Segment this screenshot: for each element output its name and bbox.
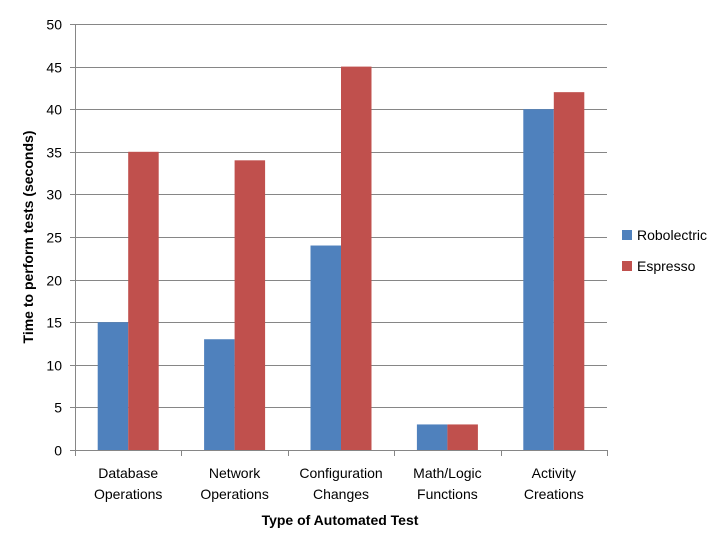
x-tick-label: Activity	[532, 465, 576, 481]
y-tick-label: 45	[46, 60, 62, 76]
y-tick-label: 5	[54, 400, 62, 416]
axes	[70, 24, 608, 456]
y-tick-label: 30	[46, 187, 62, 203]
x-tick-label: Operations	[94, 486, 162, 502]
bar-espresso-4	[447, 424, 478, 450]
bar-robolectric-2	[204, 339, 235, 450]
y-tick-label: 35	[46, 145, 62, 161]
bar-robolectric-5	[523, 109, 554, 450]
legend-label: Robolectric	[637, 227, 707, 243]
bar-robolectric-1	[97, 322, 129, 450]
bars	[97, 66, 585, 451]
y-tick-label: 15	[46, 315, 62, 331]
x-tick-label: Functions	[417, 486, 478, 502]
x-tick-label: Changes	[313, 486, 369, 502]
x-tick-label: Network	[209, 465, 261, 481]
bar-espresso-2	[234, 160, 266, 450]
legend: Robolectric Espresso	[622, 227, 707, 274]
y-tick-label: 25	[46, 230, 62, 246]
bar-espresso-3	[341, 66, 372, 450]
x-tick-label: Math/Logic	[413, 465, 481, 481]
bar-espresso-1	[128, 151, 159, 451]
legend-swatch	[622, 230, 632, 240]
y-tick-label: 10	[46, 358, 62, 374]
y-tick-labels: 0 5 10 15 20 25 30 35 40 45 50	[46, 17, 62, 459]
x-tick-label: Configuration	[299, 465, 382, 481]
bar-robolectric-4	[416, 424, 448, 450]
bar-robolectric-3	[310, 245, 341, 450]
y-tick-label: 20	[46, 273, 62, 289]
y-tick-label: 40	[46, 102, 62, 118]
legend-label: Espresso	[637, 258, 696, 274]
x-tick-labels: Database Operations Network Operations Confi…	[94, 465, 584, 502]
x-tick-label: Creations	[524, 486, 584, 502]
y-tick-label: 0	[54, 443, 62, 459]
y-tick-label: 50	[46, 17, 62, 33]
x-tick-label: Database	[98, 465, 158, 481]
y-axis-title: Time to perform tests (seconds)	[20, 131, 36, 344]
x-axis-title: Type of Automated Test	[262, 512, 419, 528]
x-tick-label: Operations	[200, 486, 268, 502]
bar-espresso-5	[553, 92, 585, 450]
legend-swatch	[622, 261, 632, 271]
